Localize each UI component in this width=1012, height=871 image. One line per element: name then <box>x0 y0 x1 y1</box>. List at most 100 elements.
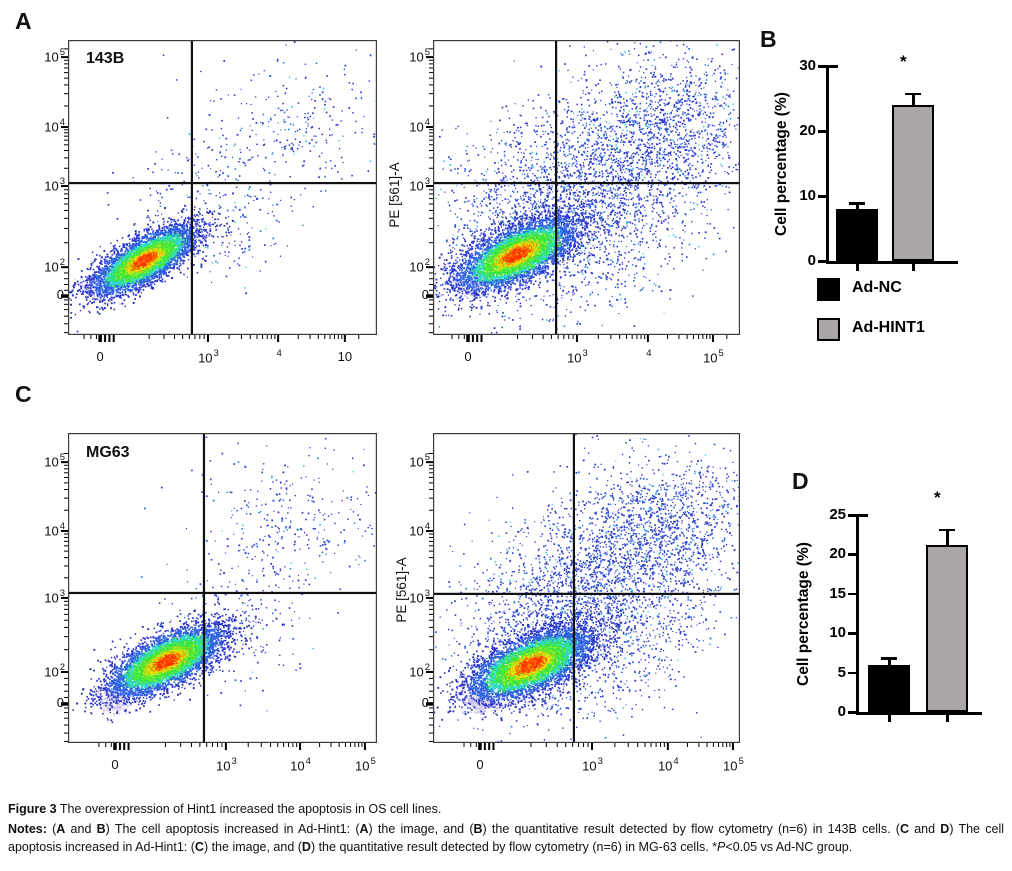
y-tick <box>848 711 857 714</box>
error-bar-stem <box>946 529 949 545</box>
y-tick <box>818 65 827 68</box>
y-axis <box>826 65 829 262</box>
tick-label: 104 <box>290 756 311 774</box>
caption-segment: A <box>56 821 66 836</box>
tick-label: 0 <box>56 287 64 303</box>
y-tick-label: 20 <box>799 122 816 139</box>
scatter-plot-mg63-adnc <box>55 433 377 754</box>
caption-segment: ) the quantitative result detected by fl… <box>482 821 900 836</box>
legend: Ad-NC Ad-HINT1 <box>808 278 988 358</box>
scatter-plot-143b-adnc <box>55 40 377 346</box>
legend-label: Ad-HINT1 <box>852 319 925 336</box>
y-axis-top-serif <box>858 514 868 517</box>
scatter-plot-mg63-adhint1 <box>420 433 740 754</box>
y-tick <box>818 260 827 263</box>
caption-segment: D <box>940 821 950 836</box>
tick-label: 102 <box>409 257 430 275</box>
y-tick-label: 0 <box>837 703 846 720</box>
caption-segment: C <box>899 821 909 836</box>
panel-letter-a: A <box>15 8 32 34</box>
caption-segment: B <box>473 821 483 836</box>
y-tick <box>848 592 857 596</box>
significance-asterisk: * <box>900 52 907 71</box>
y-tick-label: 25 <box>829 506 846 523</box>
tick-label: 103 <box>198 348 219 366</box>
caption-segment: and <box>908 821 941 836</box>
figure-caption: Figure 3 The overexpression of Hint1 inc… <box>8 801 1004 856</box>
error-bar-cap <box>905 92 921 96</box>
tick-label: 104 <box>44 520 65 539</box>
tick-label: 4 <box>646 348 652 359</box>
tick-label: 0 <box>464 349 472 364</box>
tick-label: 104 <box>409 520 430 539</box>
error-bar-stem <box>912 93 915 105</box>
caption-segment: ) the image, and ( <box>203 839 302 854</box>
y-tick-label: 15 <box>829 584 846 602</box>
legend-item: Ad-HINT1 <box>808 318 988 342</box>
y-tick <box>848 632 857 635</box>
caption-segment: Figure 3 <box>8 802 57 816</box>
tick-label: 102 <box>409 662 430 680</box>
bar-ad-nc <box>868 664 910 712</box>
caption-segment: ) the image, and ( <box>368 821 474 836</box>
tick-label: 10 <box>337 349 353 364</box>
y-axis <box>856 514 859 713</box>
y-tick <box>818 195 827 198</box>
error-bar-stem <box>888 658 891 665</box>
tick-label: 104 <box>44 117 65 135</box>
caption-segment: A <box>359 821 369 836</box>
y-tick-label: 10 <box>829 624 846 642</box>
y-tick <box>848 671 857 675</box>
panel-letter-d: D <box>792 468 809 494</box>
category-tick <box>912 264 915 271</box>
caption-segment: D <box>301 839 311 854</box>
tick-label: 102 <box>44 662 65 680</box>
tick-label: 105 <box>723 756 744 774</box>
tick-label: 105 <box>44 452 65 470</box>
category-tick <box>946 715 949 722</box>
cell-line-label-mg63: MG63 <box>86 444 130 461</box>
bar-chart-d: 0 5 10 15 20 25 Cell percentage (%) * <box>770 488 1012 728</box>
pe-axis-label-a: PE [561]-A <box>387 162 402 228</box>
tick-label: 0 <box>111 757 119 772</box>
caption-segment: ( <box>52 821 57 836</box>
bar-chart-b: 0 10 20 30 Cell percentage (%) * <box>770 52 1012 280</box>
y-tick <box>818 130 827 133</box>
caption-segment: ) The cell apoptosis increased in Ad-Hin… <box>8 821 1004 854</box>
tick-label: 0 <box>421 694 429 710</box>
legend-swatch <box>817 318 840 341</box>
caption-segment: P <box>717 839 726 854</box>
x-axis <box>826 261 958 264</box>
y-axis-label: Cell percentage (%) <box>773 91 790 236</box>
error-bar-cap <box>881 657 897 660</box>
caption-title: Figure 3 The overexpression of Hint1 inc… <box>8 801 1004 819</box>
y-tick-label: 5 <box>837 663 846 681</box>
caption-segment: ) The cell apoptosis increased in Ad-Hin… <box>105 821 360 836</box>
y-tick <box>848 514 857 517</box>
tick-label: 105 <box>409 47 430 65</box>
error-bar-cap <box>939 528 955 532</box>
tick-label: 4 <box>276 348 282 359</box>
tick-label: 103 <box>409 176 430 194</box>
significance-asterisk: * <box>934 488 941 507</box>
caption-notes: Notes: (A and B) The cell apoptosis incr… <box>8 821 1004 857</box>
y-axis-label: Cell percentage (%) <box>795 541 812 686</box>
caption-segment: The overexpression of Hint1 increased th… <box>56 802 442 816</box>
scatter-plot-143b-adhint1 <box>420 40 740 346</box>
legend-item: Ad-NC <box>808 278 988 302</box>
y-tick <box>848 553 857 556</box>
y-axis-top-serif <box>828 65 838 68</box>
tick-label: 105 <box>409 452 430 470</box>
caption-segment: ) the quantitative result detected by fl… <box>310 839 718 854</box>
bar-ad-hint1 <box>892 105 934 261</box>
tick-label: 103 <box>409 587 430 606</box>
tick-label: 102 <box>44 257 65 275</box>
tick-label: 104 <box>657 756 679 774</box>
x-axis <box>856 712 982 715</box>
error-bar-cap <box>849 202 865 205</box>
panel-letter-b: B <box>760 26 777 52</box>
tick-label: 105 <box>44 47 65 65</box>
tick-label: 103 <box>44 587 65 606</box>
tick-label: 103 <box>567 348 588 366</box>
caption-segment: and <box>65 821 97 836</box>
